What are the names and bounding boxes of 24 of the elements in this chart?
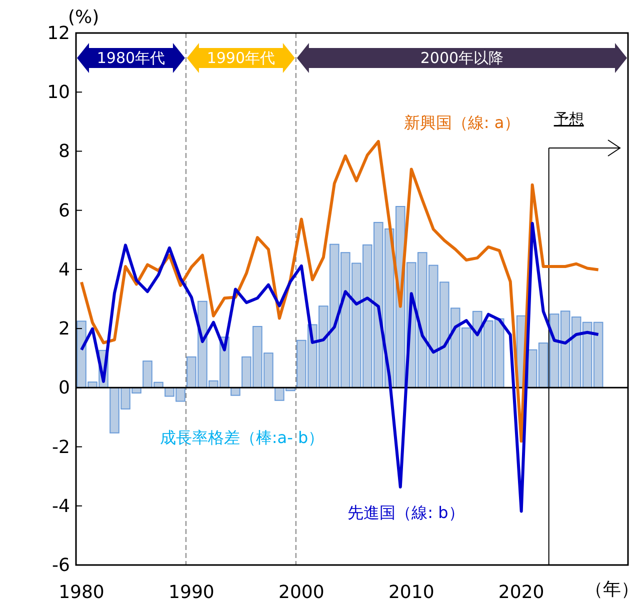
annotation: 2000年以降 <box>420 49 504 67</box>
series-label: 成長率格差（棒:a- b） <box>160 428 324 447</box>
x-tick-label: 2010 <box>388 582 434 603</box>
y-tick-label: 6 <box>58 200 70 222</box>
y-tick-label: 12 <box>47 23 70 44</box>
x-tick-label: 1980 <box>58 582 104 603</box>
y-tick-label: 0 <box>58 378 70 399</box>
y-tick-label: -2 <box>52 436 70 458</box>
y-tick-label: 10 <box>47 82 70 104</box>
y-tick-label: 8 <box>58 141 70 162</box>
y-tick-label: -6 <box>52 555 70 576</box>
series-label: 新興国（線: a） <box>404 113 520 132</box>
y-tick-label: 4 <box>58 259 70 280</box>
x-tick-label: 1990 <box>168 582 214 603</box>
annotation: 1990年代 <box>206 49 276 67</box>
annotation: 1980年代 <box>96 49 166 67</box>
y-axis-title: (%) <box>68 7 100 28</box>
x-axis-title: （年） <box>585 579 639 600</box>
x-tick-label: 2000 <box>278 582 324 603</box>
y-tick-label: 2 <box>58 318 70 340</box>
series-label: 先進国（線: b） <box>348 503 464 522</box>
ref-line-label: 予想 <box>554 110 584 128</box>
y-tick-label: -4 <box>52 496 70 517</box>
x-tick-label: 2020 <box>498 582 544 603</box>
